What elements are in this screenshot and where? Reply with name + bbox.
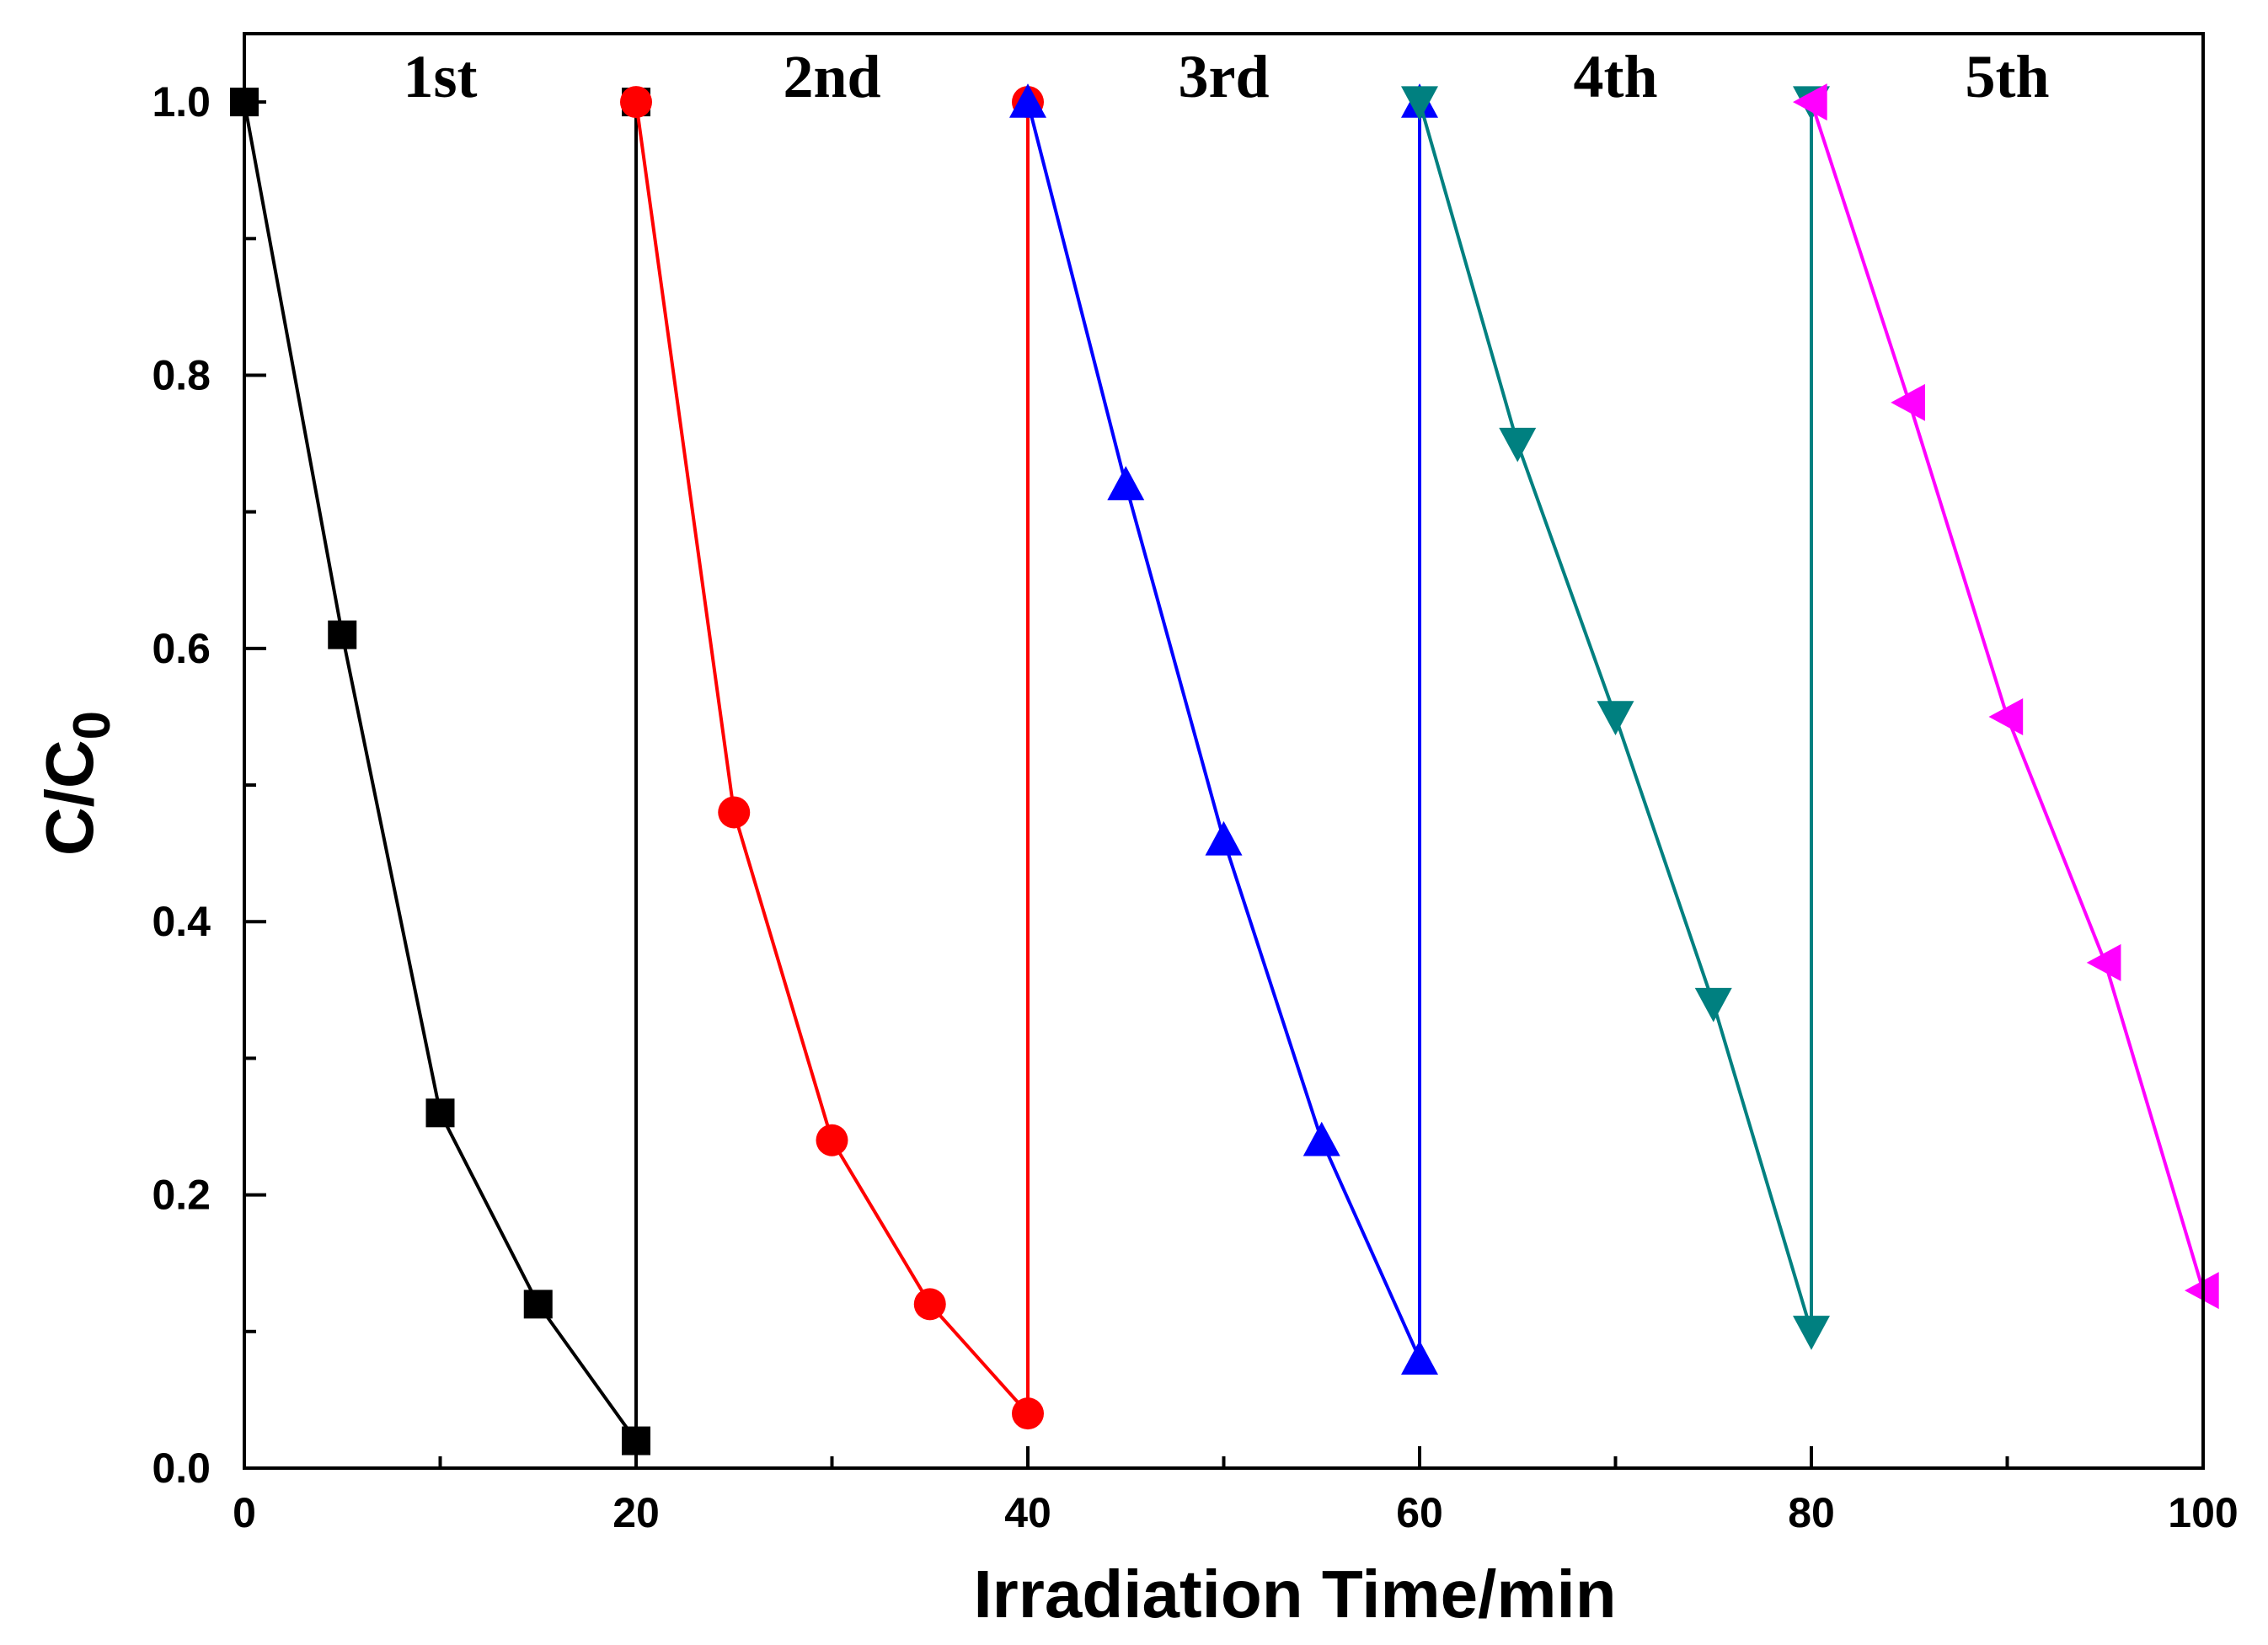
data-point-triangle-up [1401, 1340, 1438, 1375]
series-line [243, 101, 638, 1443]
y-axis-title-main: C/C [32, 740, 107, 856]
data-point-square [523, 1290, 553, 1319]
x-tick-label: 80 [1788, 1489, 1835, 1536]
x-tick-label: 20 [612, 1489, 660, 1536]
y-tick-label: 1.0 [152, 78, 211, 126]
y-axis-title-subscript: 0 [63, 711, 121, 740]
cycle-label: 4th [1573, 43, 1657, 110]
cycle-label: 1st [404, 43, 478, 110]
data-point-circle [816, 1124, 848, 1156]
data-point-triangle-left [1891, 383, 1925, 421]
data-point-triangle-left [2086, 943, 2121, 981]
series-cycle-2 [620, 86, 1044, 1430]
axis-layer: 0 20 40 60 80 100 0.0 0.2 0.4 0.6 0.8 1.0 [152, 32, 2239, 1536]
x-tick-label: 100 [2168, 1489, 2238, 1536]
x-tick-label: 40 [1004, 1489, 1051, 1536]
x-axis-title: Irradiation Time/min [973, 1557, 1616, 1632]
series-line [1810, 101, 2205, 1291]
series-cycle-4 [1401, 86, 1830, 1350]
cycle-label: 3rd [1179, 43, 1270, 110]
data-point-square [328, 620, 357, 649]
series-line [634, 101, 1030, 1416]
data-point-triangle-down [1793, 1316, 1830, 1350]
series-cycle-1 [230, 88, 650, 1455]
y-tick-label: 0.0 [152, 1445, 211, 1492]
data-point-triangle-down [1499, 427, 1537, 462]
data-point-triangle-up [1302, 1121, 1340, 1156]
series-line [1026, 101, 1421, 1361]
plot-frame [243, 32, 2205, 1470]
y-tick-label: 0.8 [152, 351, 211, 398]
data-point-circle [913, 1288, 946, 1321]
annotation-layer: 1st 2nd 3rd 4th 5th [404, 43, 2050, 110]
data-point-triangle-up [1107, 466, 1145, 500]
y-axis-title: C/C0 [32, 711, 121, 856]
series-layer [230, 83, 2219, 1455]
data-point-triangle-up [1205, 820, 1243, 856]
data-point-triangle-down [1597, 701, 1634, 735]
data-point-square [425, 1098, 455, 1128]
data-point-circle [1012, 1397, 1044, 1430]
data-point-triangle-left [1793, 83, 1827, 121]
y-tick-label: 0.2 [152, 1172, 211, 1219]
series-line [1418, 101, 1813, 1333]
series-cycle-5 [1793, 83, 2219, 1310]
data-point-triangle-up [1009, 83, 1046, 118]
x-tick-label: 60 [1396, 1489, 1443, 1536]
series-cycle-3 [1009, 83, 1438, 1375]
data-point-triangle-left [1988, 697, 2024, 735]
y-tick-label: 0.4 [152, 898, 211, 945]
data-point-triangle-down [1694, 987, 1732, 1023]
data-point-triangle-down [1401, 86, 1438, 121]
cycle-label: 5th [1965, 43, 2049, 110]
x-tick-label: 0 [233, 1489, 256, 1536]
cycle-label: 2nd [783, 43, 880, 110]
data-point-circle [620, 86, 652, 119]
data-point-circle [718, 796, 751, 829]
y-tick-label: 0.6 [152, 625, 211, 672]
